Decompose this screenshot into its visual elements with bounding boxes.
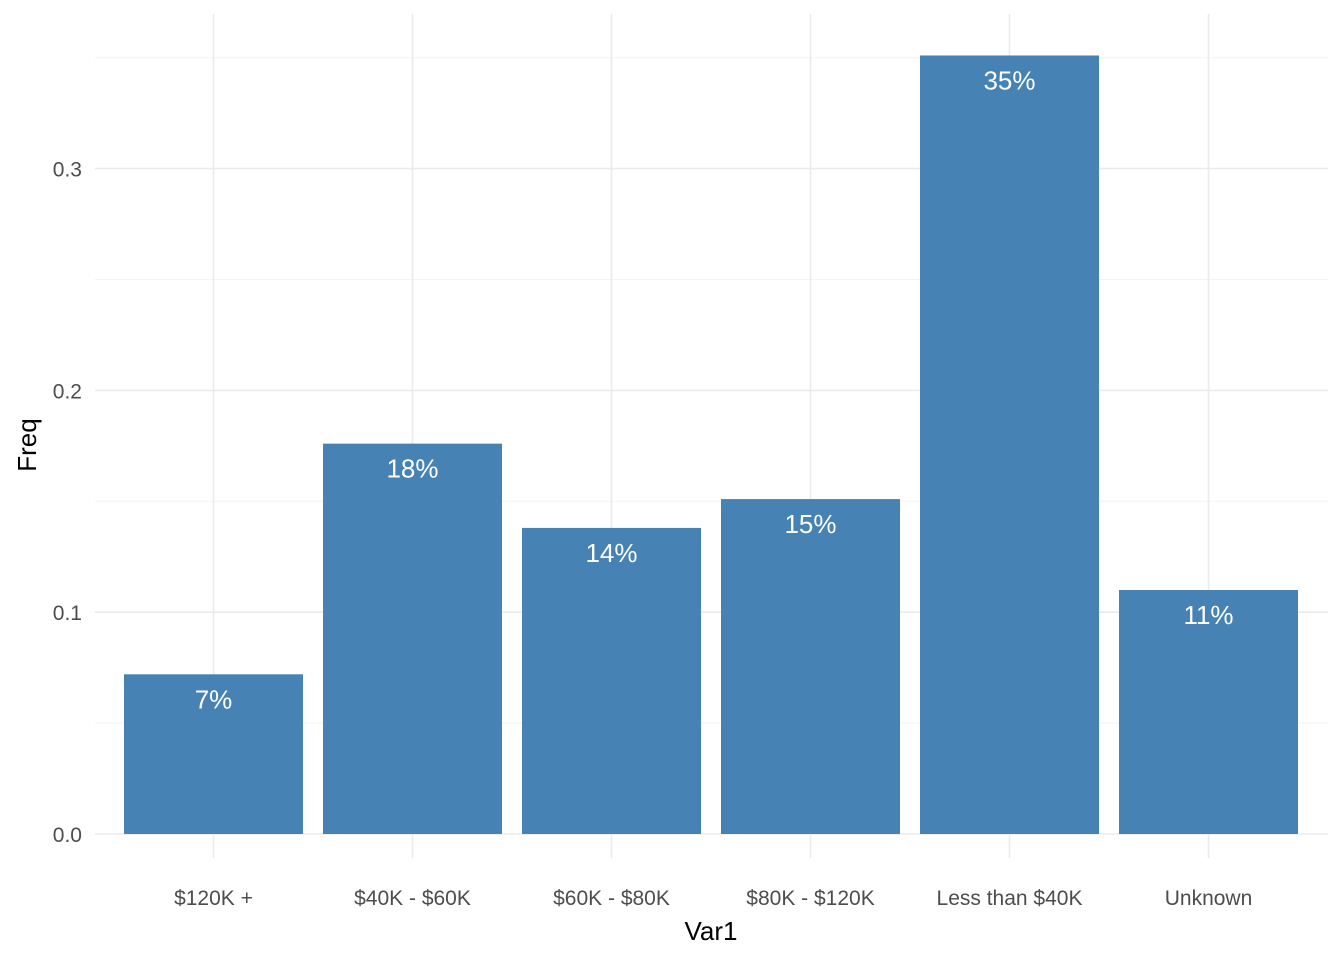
y-tick-label: 0.3 bbox=[53, 159, 82, 182]
bar-data-label: 7% bbox=[195, 684, 233, 714]
bar-data-label: 18% bbox=[386, 454, 438, 484]
bar bbox=[721, 499, 900, 834]
x-tick-label: Less than $40K bbox=[937, 887, 1083, 910]
y-axis-ticks: 0.0 0.1 0.2 0.3 bbox=[53, 159, 82, 847]
bar bbox=[522, 527, 701, 834]
bars bbox=[124, 55, 1298, 835]
x-axis-title: Var1 bbox=[685, 916, 738, 946]
x-tick-label: $40K - $60K bbox=[354, 887, 471, 910]
bar-data-label: 35% bbox=[983, 65, 1035, 95]
bar bbox=[920, 55, 1099, 835]
x-tick-label: Unknown bbox=[1165, 887, 1253, 910]
y-tick-label: 0.0 bbox=[53, 824, 82, 847]
bar bbox=[124, 674, 303, 834]
y-tick-label: 0.2 bbox=[53, 380, 82, 403]
x-tick-label: $120K + bbox=[174, 887, 253, 910]
bar bbox=[323, 443, 502, 834]
bar bbox=[1119, 590, 1298, 834]
x-tick-label: $60K - $80K bbox=[553, 887, 670, 910]
bar-data-label: 11% bbox=[1183, 600, 1233, 630]
bar-labels: 7% 18% 14% 15% 35% 11% bbox=[195, 65, 1234, 714]
y-axis-title: Freq bbox=[12, 418, 42, 471]
bar-data-label: 14% bbox=[585, 538, 637, 568]
x-tick-label: $80K - $120K bbox=[746, 887, 874, 910]
x-axis-ticks: $120K + $40K - $60K $60K - $80K $80K - $120… bbox=[174, 887, 1252, 910]
bar-data-label: 15% bbox=[784, 509, 836, 539]
y-tick-label: 0.1 bbox=[53, 602, 82, 625]
